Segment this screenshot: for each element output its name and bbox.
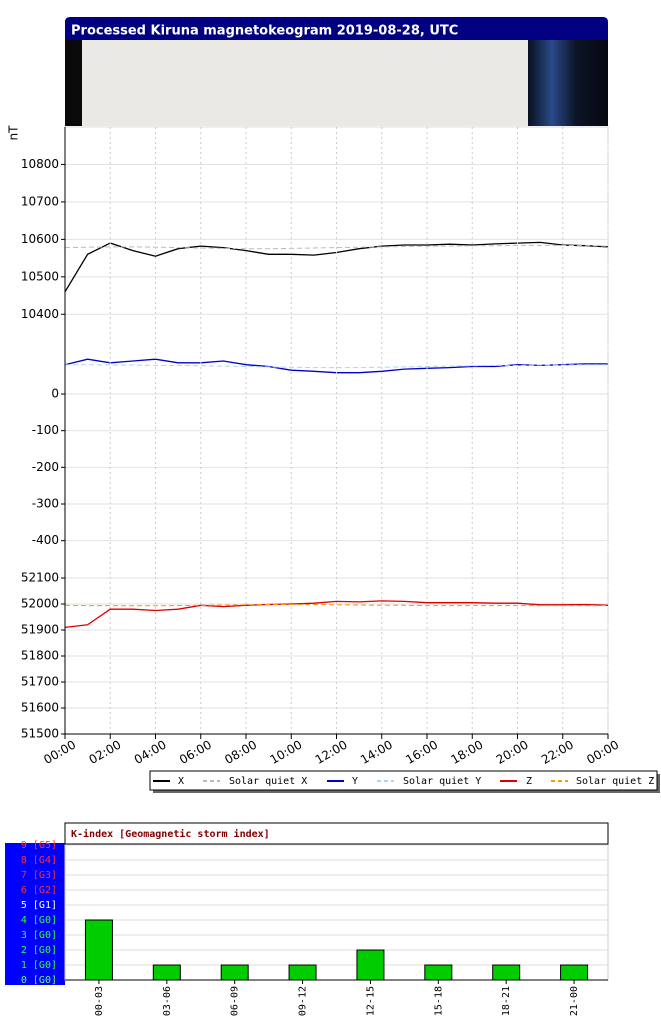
series-line	[64, 600, 609, 629]
bar	[152, 964, 181, 981]
x-tick-label: 20:00	[494, 738, 531, 767]
k-title: K-index [Geomagnetic storm index]	[71, 828, 270, 840]
y-tick-label: 51500	[21, 727, 59, 741]
x-tick-label: 15-18	[433, 986, 444, 1016]
bar	[560, 964, 589, 981]
x-tick-label: 16:00	[403, 738, 440, 767]
y-tick-label: 51700	[21, 675, 59, 689]
k-plot-area	[64, 843, 609, 981]
legend-label: Z	[526, 776, 532, 787]
y-tick-label: 8 [G4]	[21, 855, 57, 866]
y-tick-label: 0	[51, 387, 59, 401]
bar	[288, 964, 317, 981]
y-tick-label: 10800	[21, 157, 59, 171]
y-tick-label: 5 [G1]	[21, 900, 57, 911]
y-tick-label: 4 [G0]	[21, 915, 57, 926]
x-tick-label: 00-03	[94, 986, 105, 1016]
y-tick-label: 52100	[21, 571, 59, 585]
keogram-gap	[82, 40, 528, 126]
y-tick-label: 7 [G3]	[21, 870, 57, 881]
header-title: Processed Kiruna magnetokeogram 2019-08-…	[71, 24, 458, 39]
legend-label: Solar quiet Y	[403, 776, 481, 787]
y-tick-label: -400	[32, 533, 59, 547]
y-tick-label: 51800	[21, 649, 59, 663]
y-tick-label: 52000	[21, 597, 59, 611]
y-tick-label: 3 [G0]	[21, 930, 57, 941]
keogram-left	[65, 40, 82, 126]
x-tick-label: 03-06	[162, 986, 173, 1016]
y-axis-label: nT	[7, 125, 21, 141]
x-tick-label: 00:00	[41, 738, 78, 767]
x-tick-label: 06-09	[230, 986, 241, 1016]
y-tick-label: -300	[32, 497, 59, 511]
legend-label: Solar quiet X	[229, 776, 307, 787]
y-tick-label: 2 [G0]	[21, 945, 57, 956]
y-tick-label: 51900	[21, 623, 59, 637]
bar	[356, 949, 385, 981]
k-title-box	[64, 822, 609, 845]
x-tick-label: 04:00	[132, 738, 169, 767]
y-tick-label: 10600	[21, 232, 59, 246]
series-line	[64, 604, 608, 607]
y-tick-label: 0 [G0]	[21, 975, 57, 986]
y-tick-label: -100	[32, 423, 59, 437]
x-tick-label: 21-00	[569, 986, 580, 1016]
y-tick-label: 10400	[21, 307, 59, 321]
x-tick-label: 22:00	[539, 738, 576, 767]
y-tick-label: 51600	[21, 701, 59, 715]
x-tick-label: 18:00	[449, 738, 486, 767]
x-tick-label: 14:00	[358, 738, 395, 767]
legend-label: X	[178, 776, 184, 787]
y-tick-label: 10700	[21, 194, 59, 208]
x-tick-label: 12:00	[313, 738, 350, 767]
k-scale-band	[5, 843, 65, 985]
series-line	[65, 364, 608, 369]
x-tick-label: 12-15	[365, 986, 376, 1016]
y-tick-label: 10500	[21, 269, 59, 283]
keogram-right	[528, 40, 608, 126]
x-tick-label: 10:00	[268, 738, 305, 767]
x-tick-label: 06:00	[177, 738, 214, 767]
y-tick-label: 1 [G0]	[21, 960, 57, 971]
header-bar	[65, 17, 608, 40]
x-tick-label: 18-21	[501, 986, 512, 1016]
x-tick-label: 02:00	[87, 738, 124, 767]
bar	[220, 964, 249, 981]
bar	[84, 919, 113, 981]
legend-label: Solar quiet Z	[576, 776, 654, 787]
legend	[149, 770, 658, 791]
x-tick-label: 09-12	[298, 986, 309, 1016]
y-tick-label: 6 [G2]	[21, 885, 57, 896]
y-tick-label: 9 [G5]	[21, 840, 57, 851]
x-tick-label: 00:00	[584, 738, 621, 767]
bar	[424, 964, 453, 981]
bar	[492, 964, 521, 981]
x-tick-label: 08:00	[222, 738, 259, 767]
legend-label: Y	[352, 776, 358, 787]
y-tick-label: -200	[32, 460, 59, 474]
